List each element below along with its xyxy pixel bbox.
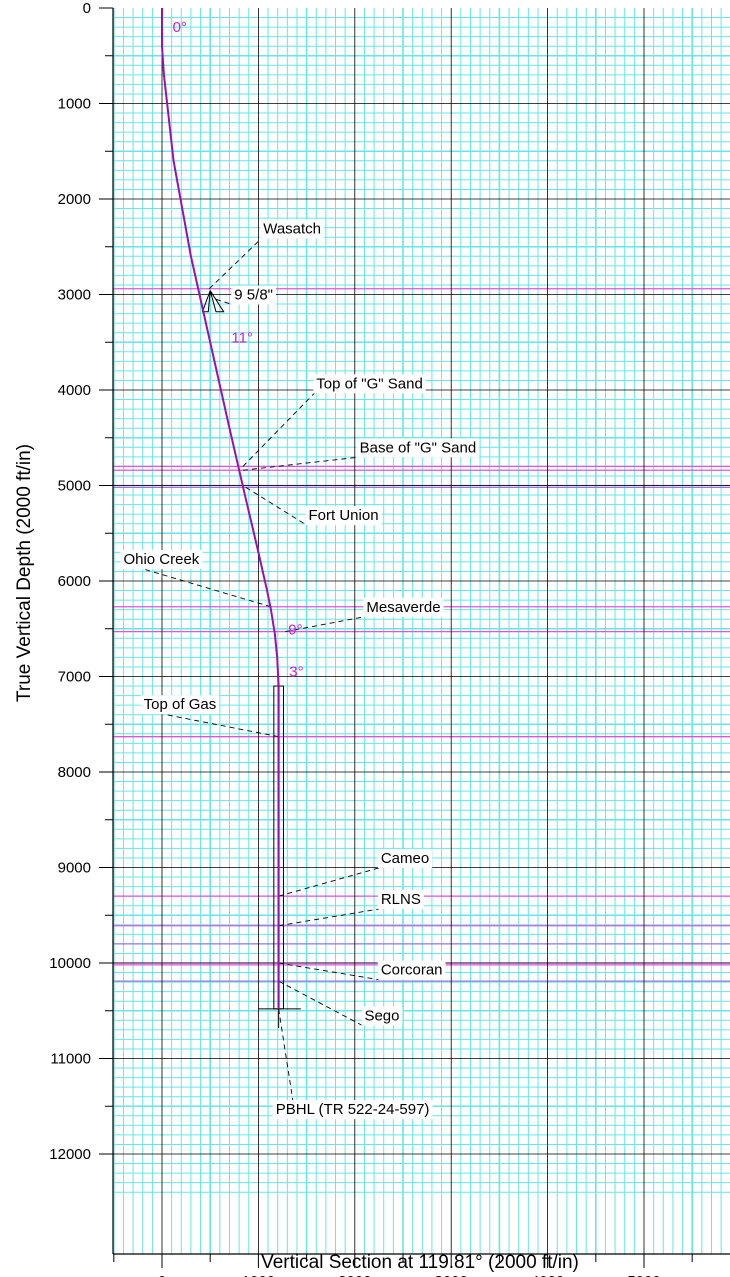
inclination-label: 3° (289, 664, 303, 681)
annotation-label: Ohio Creek (123, 551, 199, 568)
annotation-label-bg (260, 219, 325, 239)
annotation-label-bg (231, 285, 276, 305)
major-grid (113, 8, 730, 1254)
leader-line (278, 908, 379, 927)
annotation-label-bg (313, 374, 426, 394)
x-tick-label: 2000 (338, 1273, 371, 1277)
y-axis-label: True Vertical Depth (2000 ft/in) (14, 444, 35, 702)
axes (99, 7, 730, 1268)
inclination-label: 9° (288, 621, 302, 638)
annotation-label-bg (356, 438, 480, 458)
leader-line (143, 568, 272, 608)
annotation-label: Wasatch (263, 221, 321, 238)
x-tick-label: 0 (158, 1273, 166, 1277)
inclination-label: 0° (173, 19, 187, 36)
annotation-label: Base of "G" Sand (360, 439, 477, 456)
annotation-label-bg (377, 960, 446, 980)
annotation-label-bg (377, 848, 433, 868)
y-tick-label: 2000 (58, 191, 91, 208)
annotation-label: RLNS (381, 891, 421, 908)
leader-line (278, 980, 363, 1026)
well-path-line (161, 8, 280, 1009)
x-tick-label: 5000 (627, 1273, 660, 1277)
x-axis-label: Vertical Section at 119.81° (2000 ft/in) (261, 1252, 579, 1273)
annotation-labels: Wasatch 9 5/8" Top of "G" Sand Base of "G" … (120, 19, 480, 1120)
y-tick-label: 12000 (49, 1146, 91, 1163)
leader-line (278, 867, 379, 897)
annotation-label: Top of "G" Sand (316, 375, 423, 392)
annotation-label-bg (377, 890, 424, 910)
annotation-label: Sego (364, 1008, 399, 1025)
y-tick-label: 1000 (58, 96, 91, 113)
inclination-label: 11° (231, 329, 253, 346)
y-tick-label: 7000 (58, 669, 91, 686)
leader-line (208, 238, 262, 290)
annotation-label-bg (363, 597, 444, 617)
leader-lines (143, 238, 379, 1120)
annotation-label-bg (361, 1006, 403, 1026)
y-tick-label: 4000 (58, 382, 91, 399)
leader-line (285, 616, 365, 633)
x-tick-label: 4000 (531, 1273, 564, 1277)
y-tick-label: 0 (83, 0, 91, 17)
well-path (161, 8, 280, 1009)
annotation-label: Mesaverde (366, 599, 440, 616)
leader-line (242, 393, 315, 467)
leader-line (163, 713, 279, 738)
annotation-label: Top of Gas (144, 696, 217, 713)
x-tick-label: 1000 (242, 1273, 275, 1277)
annotation-label-bg (140, 695, 220, 715)
annotation-label: Corcoran (381, 962, 443, 979)
y-tick-label: 8000 (58, 764, 91, 781)
tick-labels: 0 1000 2000 3000 4000 5000 6000 7000 8000 9000 100… (49, 0, 660, 1277)
annotation-label-bg (305, 506, 382, 526)
leader-line (215, 298, 233, 305)
y-tick-label: 11000 (50, 1051, 91, 1068)
casing-string (201, 290, 301, 1028)
y-tick-label: 6000 (58, 573, 91, 590)
annotation-label: 9 5/8" (234, 287, 273, 304)
x-tick-label: 3000 (435, 1273, 468, 1277)
y-tick-label: 10000 (49, 955, 91, 972)
leader-line (245, 487, 307, 526)
annotation-label: Cameo (381, 850, 429, 867)
leader-line (242, 456, 358, 471)
y-tick-label: 3000 (58, 287, 91, 304)
casing-shoe-left (201, 290, 211, 313)
y-tick-label: 9000 (58, 860, 91, 877)
annotation-label-bg (272, 1100, 433, 1120)
leader-line (278, 962, 379, 981)
casing-shoe-right (209, 290, 225, 313)
annotation-label: Fort Union (309, 507, 379, 524)
annotation-label: PBHL (TR 522-24-597) (276, 1101, 430, 1118)
y-tick-label: 5000 (58, 478, 91, 495)
annotation-label-bg (120, 550, 203, 570)
